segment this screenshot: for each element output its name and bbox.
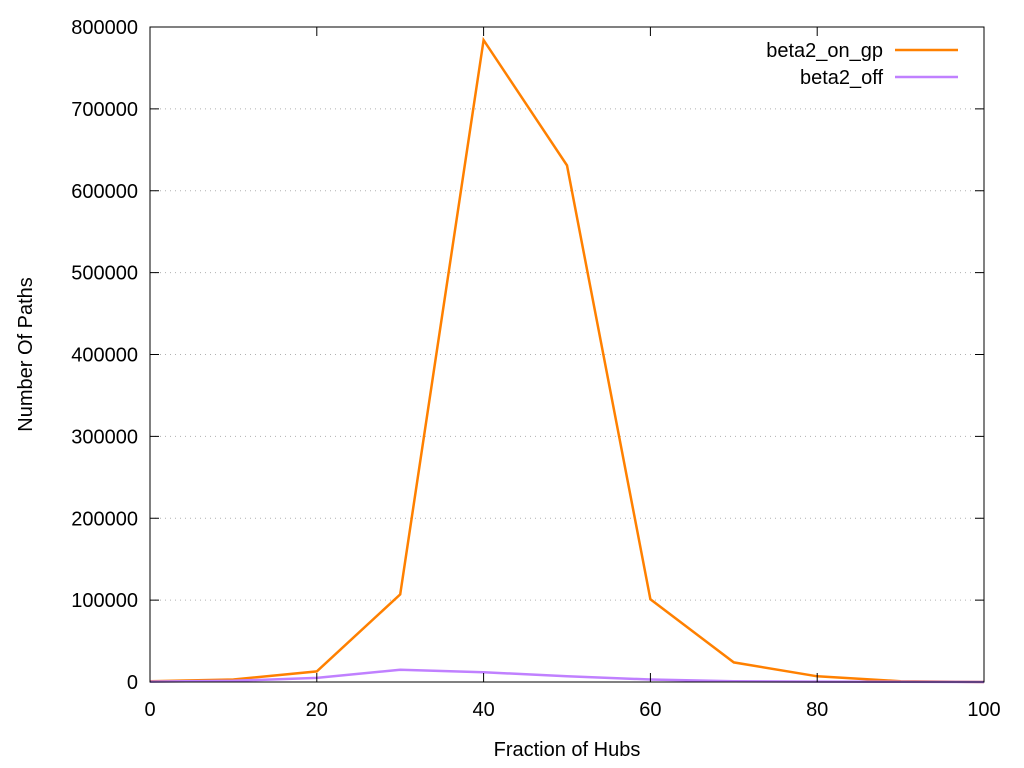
y-tick-label: 500000 [71,263,138,285]
series-layer [149,36,985,684]
y-tick-label: 400000 [71,345,138,367]
y-tick-label: 100000 [71,590,138,612]
x-tick-label: 100 [967,699,1000,721]
legend-label-beta2_off: beta2_off [800,67,883,89]
x-tick-label: 0 [144,699,155,721]
x-tick-label: 40 [472,699,494,721]
y-tick-label: 200000 [71,508,138,530]
y-tick-label: 800000 [71,17,138,39]
y-tick-label: 600000 [71,181,138,203]
series-line-beta2_on_gp [149,36,985,684]
y-tick-label: 0 [127,672,138,694]
y-tick-label: 700000 [71,99,138,121]
tick-layer [149,26,985,683]
x-tick-label: 60 [639,699,661,721]
x-axis-title: Fraction of Hubs [494,739,641,761]
legend-label-beta2_on_gp: beta2_on_gp [766,40,883,62]
y-tick-label: 300000 [71,426,138,448]
x-tick-label: 80 [806,699,828,721]
tick-label-layer: 0 100000 200000 300000 400000 500000 600000 700… [71,17,1000,721]
y-axis-title: Number Of Paths [15,277,37,432]
legend: beta2_on_gp beta2_off [766,40,958,89]
grid-layer [150,108,984,601]
x-tick-label: 20 [306,699,328,721]
